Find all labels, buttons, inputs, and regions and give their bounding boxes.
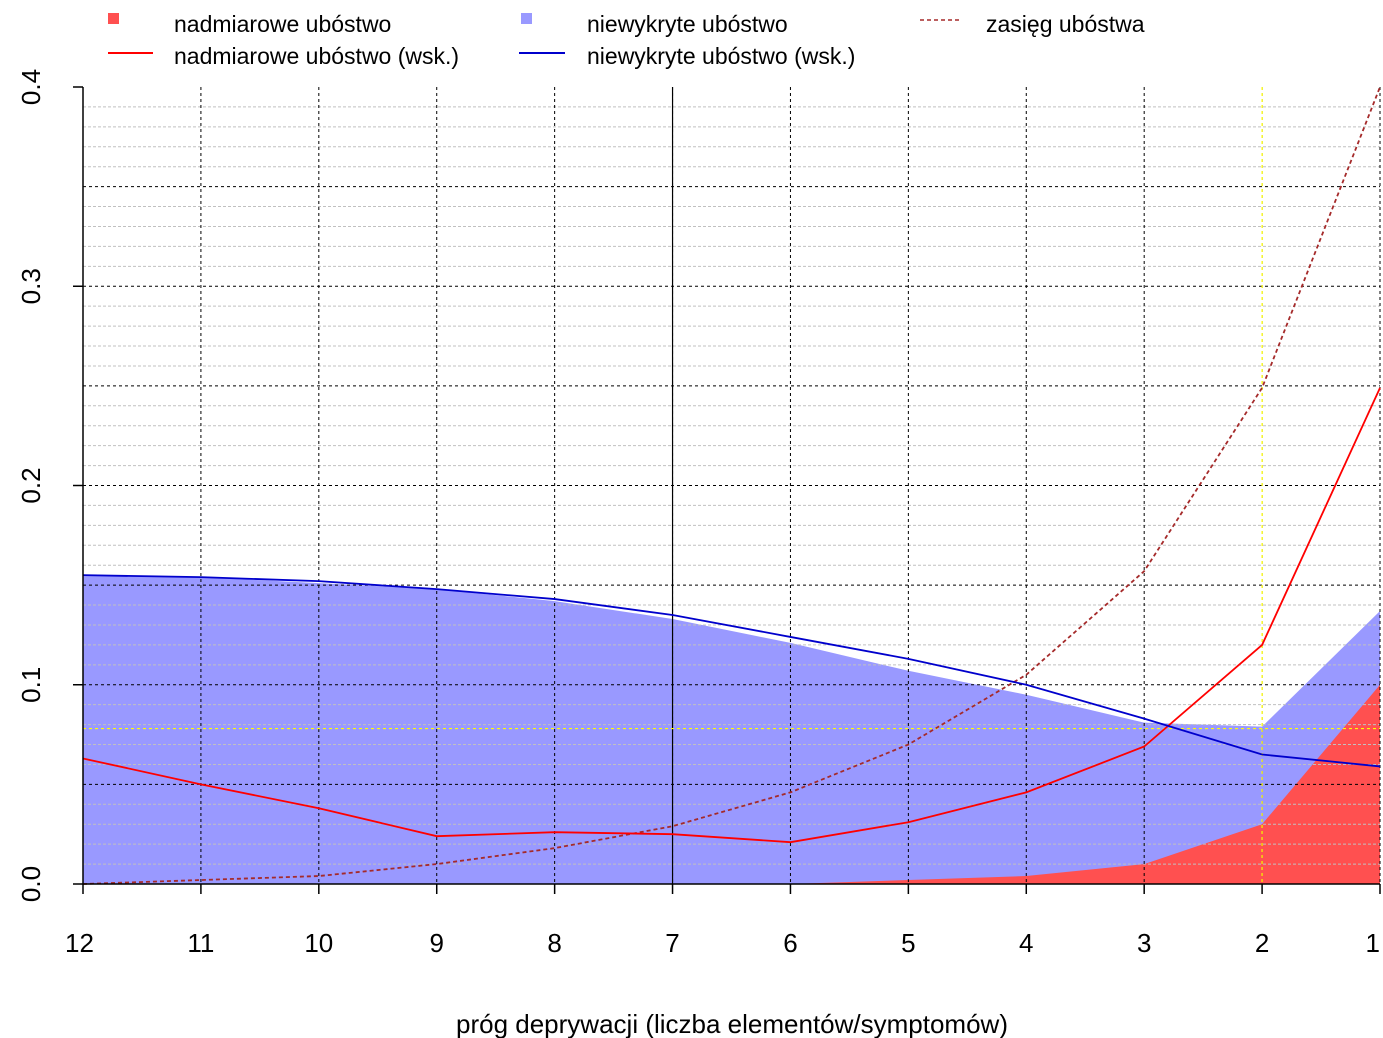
y-tick-label: 0.4: [16, 69, 46, 105]
grid: [82, 87, 1381, 884]
legend-swatch-undetected-area: [521, 13, 532, 24]
x-tick-label: 5: [901, 928, 915, 958]
line-poverty-range: [82, 86, 1381, 885]
x-tick-label: 12: [65, 928, 94, 958]
line-excess-poverty-index: [82, 387, 1381, 844]
line-undetected-poverty-index: [82, 574, 1381, 768]
x-tick-label: 2: [1255, 928, 1269, 958]
y-tick-label: 0.1: [16, 667, 46, 703]
x-tick-label: 9: [429, 928, 443, 958]
legend: nadmiarowe ubóstwo niewykryte ubóstwo za…: [108, 11, 1145, 69]
y-tick-label: 0.2: [16, 467, 46, 503]
legend-label-undetected-line: niewykryte ubóstwo (wsk.): [587, 43, 855, 69]
x-tick-label: 3: [1137, 928, 1151, 958]
area-undetected-poverty: [83, 575, 1380, 884]
x-tick-label: 1: [1366, 928, 1380, 958]
y-tick-label: 0.0: [16, 866, 46, 902]
axes: 0.0 0.1 0.2 0.3 0.4 12 11 10 9 8 7 6 5 4 3 2 1: [16, 69, 1381, 958]
x-tick-label: 4: [1019, 928, 1033, 958]
x-tick-label: 10: [304, 928, 333, 958]
legend-swatch-excess-area: [108, 13, 119, 24]
y-tick-label: 0.3: [16, 268, 46, 304]
x-axis-label: próg deprywacji (liczba elementów/sympto…: [456, 1009, 1008, 1038]
legend-label-undetected-area: niewykryte ubóstwo: [587, 11, 788, 37]
legend-label-range-line: zasięg ubóstwa: [986, 11, 1145, 37]
x-tick-label: 8: [547, 928, 561, 958]
x-tick-label: 11: [187, 928, 214, 958]
legend-label-excess-line: nadmiarowe ubóstwo (wsk.): [174, 43, 459, 69]
series: [82, 86, 1381, 885]
x-tick-label: 6: [783, 928, 797, 958]
legend-label-excess-area: nadmiarowe ubóstwo: [174, 11, 391, 37]
x-tick-label: 7: [665, 928, 679, 958]
